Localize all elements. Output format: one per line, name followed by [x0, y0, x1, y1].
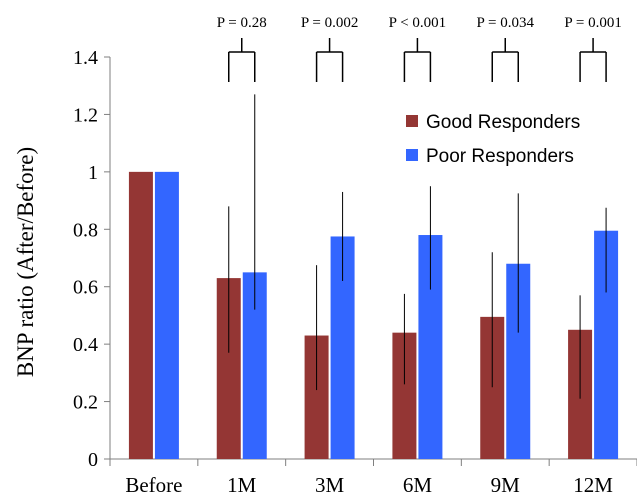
legend-label-good-responders: Good Responders: [426, 112, 580, 133]
y-tick-label: 0.4: [73, 334, 98, 356]
y-axis-title: BNP ratio (After/Before): [13, 147, 38, 377]
p-value-label: P < 0.001: [389, 15, 447, 31]
p-value-label: P = 0.034: [477, 15, 535, 31]
x-category-label: Before: [125, 473, 182, 497]
legend: Good Responders Poor Responders: [406, 112, 580, 167]
good-responders-bar: [128, 171, 153, 459]
x-category-label: 3M: [315, 473, 345, 497]
p-value-label: P = 0.28: [217, 15, 267, 31]
x-category-label: 1M: [227, 473, 257, 497]
y-tick-label: 1: [88, 162, 98, 184]
y-tick-label: 1.4: [73, 47, 98, 69]
error-bars: [228, 94, 607, 399]
p-value-bracket: [579, 38, 607, 82]
y-axis-ticks: 0 0.2 0.4 0.6 0.8 1 1.2 1.4: [73, 47, 110, 471]
y-tick-label: 1.2: [73, 104, 98, 126]
p-value-label: P = 0.002: [301, 15, 359, 31]
bars: [128, 171, 619, 459]
p-value-bracket: [403, 38, 432, 82]
p-value-bracket: [491, 38, 519, 82]
p-value-bracket: [315, 38, 344, 82]
x-category-label: 9M: [491, 473, 521, 497]
legend-swatch-poor-responders: [406, 149, 418, 161]
axes: [109, 57, 637, 466]
p-value-annotations: P = 0.28 P = 0.002 P < 0.001 P = 0.034 P = 0…: [217, 15, 622, 82]
x-axis-labels: Before 1M 3M 6M 9M 12M: [125, 473, 613, 497]
y-tick-label: 0.2: [73, 392, 98, 414]
y-tick-label: 0: [88, 449, 98, 471]
legend-swatch-good-responders: [406, 115, 418, 127]
y-tick-label: 0.8: [73, 219, 98, 241]
p-value-bracket: [228, 38, 256, 82]
x-category-label: 6M: [403, 473, 433, 497]
p-value-label: P = 0.001: [564, 15, 622, 31]
x-category-label: 12M: [573, 473, 613, 497]
poor-responders-bar: [154, 171, 179, 459]
legend-label-poor-responders: Poor Responders: [426, 146, 574, 167]
y-tick-label: 0.6: [73, 277, 98, 299]
